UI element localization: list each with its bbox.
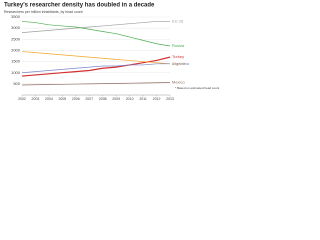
page: Turkey's researcher density has doubled … <box>0 0 320 108</box>
chart: Turkey's researcher density has doubled … <box>4 3 219 101</box>
line <box>21 82 171 86</box>
y-tick-label: 1500 <box>11 59 21 64</box>
chart-title: Turkey's researcher density has doubled … <box>4 3 155 9</box>
x-tick-label: 2003 <box>32 97 40 101</box>
x-tick-label: 2012 <box>153 97 161 101</box>
x-tick-label: 2011 <box>139 97 147 101</box>
note: * Based on estimated head count <box>175 86 219 90</box>
x-tick-label: 2009 <box>112 97 120 101</box>
x-tick-label: 2007 <box>85 97 93 101</box>
y-tick-label: 2000 <box>11 47 21 52</box>
chart-subtitle: Researchers per million inhabitants, by … <box>4 10 83 14</box>
line <box>21 21 170 33</box>
x-tick-label: 2002 <box>18 97 26 101</box>
legend-label: Turkey <box>172 54 184 59</box>
legend-label: Argentina <box>172 61 190 66</box>
x-tick-label: 2006 <box>72 97 80 101</box>
x-tick-label: 2013 <box>166 97 174 101</box>
line <box>21 56 171 77</box>
x-tick-label: 2008 <box>99 97 107 101</box>
line <box>21 63 170 74</box>
x-tick-label: 2010 <box>126 97 134 101</box>
y-tick-label: 3000 <box>11 25 21 30</box>
legend-label: Russia <box>172 43 185 48</box>
legend-label: Ukraine <box>172 61 187 66</box>
legend-label: EU 28 <box>172 19 184 24</box>
line <box>21 51 171 65</box>
y-tick-label: 2500 <box>11 36 21 41</box>
x-tick-label: 2005 <box>58 97 66 101</box>
x-tick-label: 2004 <box>45 97 53 101</box>
line <box>21 21 171 47</box>
y-tick-label: 3500 <box>11 14 21 19</box>
legend-label: Mexico <box>172 80 185 85</box>
y-tick-label: 1000 <box>11 70 21 75</box>
y-tick-label: 500 <box>13 81 20 86</box>
